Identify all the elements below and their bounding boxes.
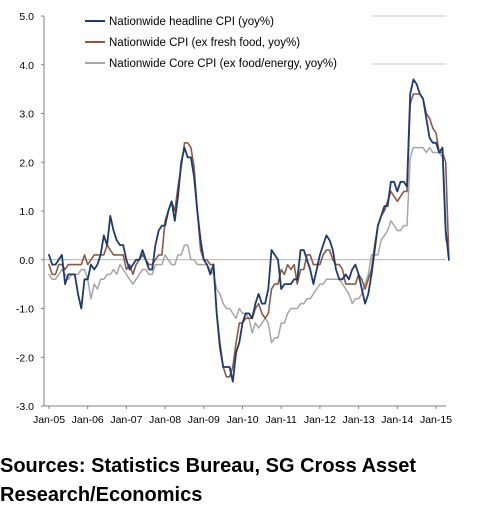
legend-label-1: Nationwide headline CPI (yoy%) bbox=[109, 16, 274, 28]
legend-label-3: Nationwide Core CPI (ex food/energy, yoy… bbox=[109, 58, 337, 70]
x-tick-label: Jan-14 bbox=[381, 414, 413, 426]
y-tick-label: 1.0 bbox=[19, 206, 34, 218]
x-tick-label: Jan-11 bbox=[266, 414, 297, 426]
x-tick-label: Jan-05 bbox=[33, 414, 65, 426]
x-tick-label: Jan-10 bbox=[226, 414, 258, 426]
x-tick-label: Jan-12 bbox=[304, 414, 336, 426]
x-tick-label: Jan-07 bbox=[110, 414, 142, 426]
x-tick-label: Jan-09 bbox=[188, 414, 220, 426]
source-note: Sources: Statistics Bureau, SG Cross Ass… bbox=[0, 455, 417, 506]
legend-label-2: Nationwide CPI (ex fresh food, yoy%) bbox=[109, 37, 300, 49]
y-tick-label: 2.0 bbox=[19, 157, 34, 169]
x-tick-label: Jan-08 bbox=[149, 414, 181, 426]
x-tick-label: Jan-13 bbox=[343, 414, 375, 426]
y-tick-label: 3.0 bbox=[19, 109, 34, 121]
y-tick-label: -2.0 bbox=[16, 352, 34, 364]
y-tick-label: 5.0 bbox=[19, 11, 34, 23]
series-line-1 bbox=[48, 78, 450, 383]
x-tick-label: Jan-15 bbox=[420, 414, 452, 426]
y-tick-label: 4.0 bbox=[19, 60, 34, 72]
y-tick-label: 0.0 bbox=[19, 255, 34, 267]
y-tick-label: -1.0 bbox=[16, 304, 34, 316]
x-tick-label: Jan-06 bbox=[72, 414, 104, 426]
chart: 5.0 4.0 3.0 2.0 1.0 0.0 -1.0 -2.0 -3.0 Jan-05 Jan-… bbox=[16, 11, 452, 426]
y-tick-label: -3.0 bbox=[16, 401, 34, 413]
